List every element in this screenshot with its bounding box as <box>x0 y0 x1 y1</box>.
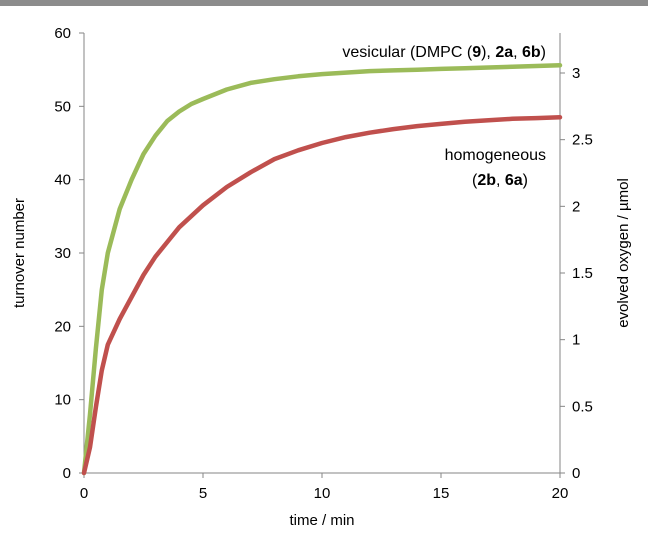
y2-tick-label: 2.5 <box>572 132 593 149</box>
y2-tick-label: 0.5 <box>572 398 593 415</box>
y-tick-label: 20 <box>54 318 71 335</box>
y2-tick-label: 0 <box>572 465 580 482</box>
annotation-homogeneous-line2-part: 2b <box>477 172 496 189</box>
y-tick-label: 10 <box>54 392 71 409</box>
annotation-vesicular: vesicular (DMPC (9), 2a, 6b) <box>342 44 546 61</box>
annotation-vesicular-part: 9 <box>472 44 481 61</box>
x-tick-label: 0 <box>80 485 88 502</box>
y-tick-label: 50 <box>54 98 71 115</box>
annotation-vesicular-part: , <box>513 44 522 61</box>
y-tick-label: 40 <box>54 172 71 189</box>
x-axis-title: time / min <box>289 512 354 529</box>
annotation-vesicular-part: 2a <box>495 44 513 61</box>
y2-tick-label: 3 <box>572 65 580 82</box>
y2-tick-label: 1 <box>572 332 580 349</box>
series-line-homogeneous <box>81 115 563 476</box>
annotation-homogeneous-line2-part: ( <box>472 172 478 189</box>
y-axis-title: turnover number <box>11 198 28 308</box>
annotation-homogeneous-line2-part: 6a <box>505 172 523 189</box>
top-border-bar <box>0 0 648 6</box>
series-line-vesicular <box>81 63 563 476</box>
x-tick-label: 15 <box>433 485 450 502</box>
annotation-homogeneous-line1: homogeneous <box>445 147 546 164</box>
axes-layer <box>79 32 565 478</box>
y-tick-label: 60 <box>54 25 71 42</box>
x-tick-label: 5 <box>199 485 207 502</box>
annotation-homogeneous-line2: (2b, 6a) <box>472 172 528 189</box>
series-layer <box>81 63 563 476</box>
x-tick-label: 10 <box>314 485 331 502</box>
annotation-vesicular-part: ), <box>481 44 495 61</box>
annotation-vesicular-part: vesicular (DMPC ( <box>342 44 472 61</box>
y2-tick-label: 2 <box>572 198 580 215</box>
x-tick-label: 20 <box>552 485 569 502</box>
y-tick-label: 30 <box>54 245 71 262</box>
annotation-homogeneous-line2-part: ) <box>523 172 528 189</box>
annotation-vesicular-part: ) <box>541 44 546 61</box>
annotation-homogeneous-line2-part: , <box>496 172 505 189</box>
annotation-vesicular-part: 6b <box>522 44 541 61</box>
y2-axis-title: evolved oxygen / µmol <box>615 178 632 328</box>
y2-tick-label: 1.5 <box>572 265 593 282</box>
y-tick-label: 0 <box>63 465 71 482</box>
